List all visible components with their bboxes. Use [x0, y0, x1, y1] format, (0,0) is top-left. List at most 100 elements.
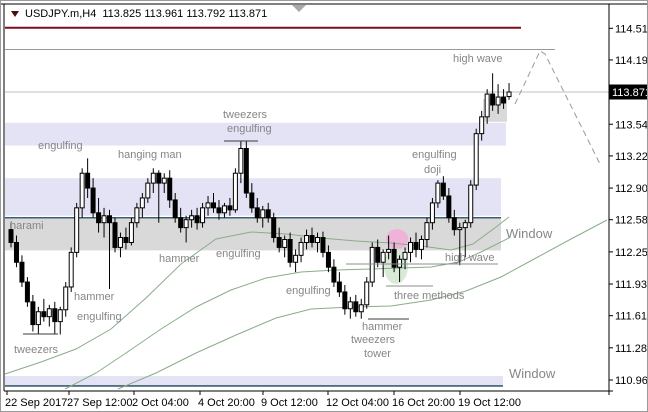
annotation-label: three methods	[394, 290, 465, 302]
candle-body	[35, 311, 41, 326]
annotation-label: high wave	[445, 252, 495, 264]
ma-mid	[64, 237, 510, 390]
candle-body	[293, 254, 299, 263]
annotation-label: tweezers	[351, 334, 396, 346]
candle-body	[304, 235, 310, 243]
candle-body	[238, 147, 244, 174]
candle-body	[391, 248, 397, 268]
time-tick-label: 2 Oct 04:00	[132, 397, 189, 409]
chart-title-bar: USDJPY.m,H4 113.825 113.961 113.792 113.…	[11, 8, 267, 20]
candle-body	[347, 301, 353, 310]
candle-body	[457, 227, 463, 231]
price-tick-label: 110.960	[615, 375, 648, 387]
candle-body	[451, 217, 457, 231]
candle-body	[462, 222, 468, 229]
candle-body	[74, 207, 80, 253]
annotation-label: hammer	[362, 321, 403, 333]
candle-body	[364, 281, 370, 306]
candle-body	[63, 286, 69, 311]
candle-body	[13, 241, 19, 263]
candle-body	[336, 281, 342, 293]
candle-body	[271, 217, 277, 239]
candle-body	[479, 116, 485, 135]
candle-body	[287, 239, 293, 263]
candle-body	[194, 215, 200, 224]
candle-body	[298, 241, 304, 256]
candle-body	[57, 309, 63, 323]
annotation-label: engulfing	[286, 285, 331, 297]
annotation-label: hanging man	[118, 149, 182, 161]
candle-body	[265, 209, 271, 219]
price-tick-label: 112.900	[615, 183, 648, 195]
candle-body	[79, 172, 85, 209]
candle-body	[435, 182, 441, 204]
candle-body	[156, 172, 162, 184]
candle-body	[380, 251, 386, 263]
time-tick-label: 22 Sep 2017	[5, 397, 67, 409]
annotation-label: tower	[364, 348, 391, 360]
candle-body	[375, 246, 381, 263]
candle-body	[309, 235, 315, 243]
candle-body	[418, 239, 424, 250]
candle-body	[30, 301, 36, 326]
time-tick-label: 19 Oct 12:00	[458, 397, 521, 409]
candle-body	[506, 91, 512, 98]
candle-body	[276, 237, 282, 248]
candle-body	[320, 237, 326, 253]
annotation-label: engulfing	[227, 123, 272, 135]
chart-dropdown-icon[interactable]	[11, 11, 19, 17]
candle-body	[139, 197, 145, 209]
current-price-badge	[609, 84, 647, 100]
annotation-label: engulfing	[216, 248, 261, 260]
candle-body	[495, 96, 501, 106]
time-tick-label: 27 Sep 12:00	[67, 397, 132, 409]
candle-body	[107, 215, 113, 224]
current-price-badge-label: 113.871	[612, 87, 648, 99]
annotation-label: hammer	[74, 291, 115, 303]
candle-body	[178, 217, 184, 229]
candle-body	[85, 172, 91, 189]
candle-body	[397, 258, 403, 268]
resistance-band-upper	[5, 122, 506, 146]
candle-body	[211, 202, 217, 209]
candle-body	[501, 96, 507, 104]
candle-body	[52, 308, 58, 323]
candle-body	[490, 93, 496, 106]
candle-body	[429, 202, 435, 224]
annotation-label: harami	[10, 220, 44, 232]
annotation-label: doji	[424, 164, 441, 176]
candle-body	[484, 93, 490, 118]
candle-body	[189, 215, 195, 221]
candle-body	[325, 251, 331, 268]
price-tick-label: 113.225	[615, 151, 648, 163]
candle-body	[424, 222, 430, 241]
annotation-label: tweezers	[223, 109, 268, 121]
price-tick-label: 112.580	[615, 215, 648, 227]
candle-body	[90, 187, 96, 214]
candle-body	[150, 172, 156, 184]
candle-body	[216, 207, 222, 214]
time-tick-label: 4 Oct 20:00	[198, 397, 255, 409]
candle-body	[161, 177, 167, 184]
ma-slow	[117, 219, 608, 390]
candle-body	[46, 308, 52, 318]
time-tick-label: 16 Oct 20:00	[392, 397, 455, 409]
chart-shift-marker-icon[interactable]	[292, 5, 306, 12]
annotation-label: engulfing	[77, 311, 122, 323]
candle-body	[112, 222, 118, 248]
price-tick-label: 112.255	[615, 247, 648, 259]
candle-body	[243, 147, 249, 194]
support-band-bottom	[5, 376, 503, 386]
price-tick-label: 114.195	[615, 55, 648, 67]
price-tick-label: 114.515	[615, 23, 648, 35]
candle-body	[331, 266, 337, 283]
candle-body	[117, 237, 123, 248]
price-tick-label: 111.610	[615, 311, 648, 323]
candle-body	[473, 133, 479, 186]
candle-body	[221, 205, 227, 214]
candle-body	[369, 246, 375, 283]
chart-ohlc-values: 113.825 113.961 113.792 113.871	[102, 8, 268, 20]
candle-body	[96, 212, 102, 224]
